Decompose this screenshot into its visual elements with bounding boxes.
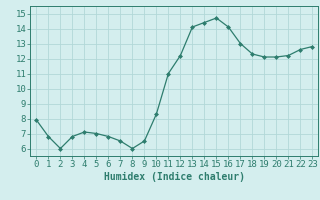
X-axis label: Humidex (Indice chaleur): Humidex (Indice chaleur)	[104, 172, 245, 182]
